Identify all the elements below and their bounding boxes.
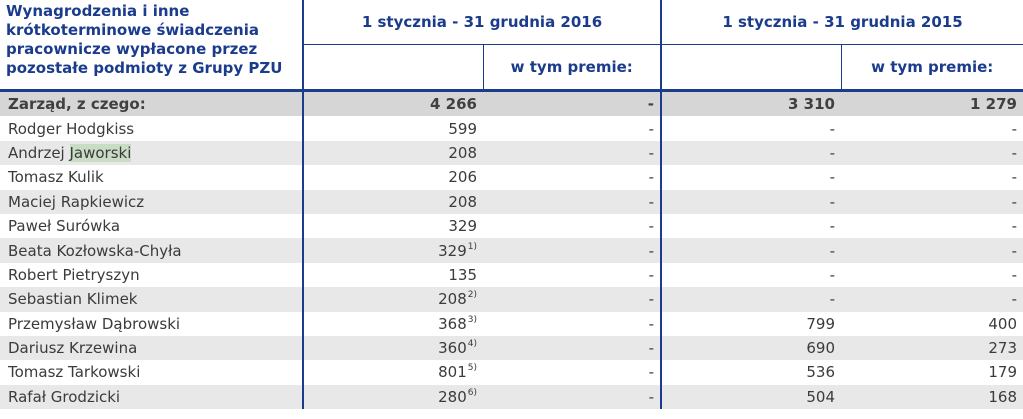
period-2015-header: 1 stycznia - 31 grudnia 2015	[661, 0, 1023, 45]
row-name: Zarząd, z czego:	[0, 90, 304, 117]
footnote-marker: 1)	[467, 241, 477, 252]
bonus-2016: -	[483, 140, 662, 166]
value-2016: 4 266	[303, 90, 483, 117]
row-name: Przemysław Dąbrowski	[0, 311, 304, 336]
row-name: Rafał Grodzicki	[0, 384, 304, 410]
row-name: Paweł Surówka	[0, 213, 304, 239]
bonus-2016: -	[483, 189, 662, 214]
row-name: Tomasz Tarkowski	[0, 360, 304, 385]
table-row: Sebastian Klimek 2082) - - -	[0, 287, 1023, 312]
footnote-marker: 4)	[467, 339, 477, 350]
period-2016-header: 1 stycznia - 31 grudnia 2016	[303, 0, 662, 45]
bonus-2015: 179	[988, 363, 1017, 382]
value-2016: 599	[448, 119, 477, 138]
bonus-2015: -	[841, 140, 1023, 166]
remuneration-table: Wynagrodzenia i inne krótkoterminowe świ…	[0, 0, 1023, 410]
footnote-marker: 2)	[467, 290, 477, 301]
table-row: Paweł Surówka 329 - - -	[0, 213, 1023, 239]
bonus-2015-header: w tym premie:	[841, 44, 1023, 92]
header-row-subcolumns: w tym premie: w tym premie:	[0, 44, 1023, 92]
table-caption: Wynagrodzenia i inne krótkoterminowe świ…	[0, 0, 304, 92]
value-2015: -	[829, 217, 835, 236]
value-2016: 3291)	[303, 238, 483, 263]
bonus-2015: -	[1011, 119, 1017, 138]
row-name: Beata Kozłowska-Chyła	[0, 238, 304, 263]
row-name: Dariusz Krzewina	[0, 335, 304, 361]
value-2015: 504	[661, 384, 841, 410]
value-2016: 208	[303, 140, 483, 166]
table-row: Beata Kozłowska-Chyła 3291) - - -	[0, 238, 1023, 263]
table-row: Tomasz Tarkowski 8015) - 536 179	[0, 360, 1023, 385]
value-2015: -	[829, 119, 835, 138]
value-2016: 206	[448, 168, 477, 187]
value-2015: -	[829, 265, 835, 284]
row-name: Tomasz Kulik	[0, 165, 304, 190]
value-2015: 3 310	[661, 90, 841, 117]
value-2015: -	[829, 168, 835, 187]
value-2016: 329	[448, 217, 477, 236]
bonus-2016: -	[483, 213, 662, 239]
table-row: Rodger Hodgkiss 599 - - -	[0, 116, 1023, 141]
value-2016: 2806)	[303, 384, 483, 410]
footnote-marker: 3)	[467, 314, 477, 325]
bonus-2015: -	[841, 287, 1023, 312]
footnote-marker: 6)	[467, 387, 477, 398]
row-name: Rodger Hodgkiss	[0, 116, 304, 141]
bonus-2016: -	[483, 116, 662, 141]
value-2015: -	[661, 287, 841, 312]
bonus-2015: 1 279	[841, 90, 1023, 117]
value-2015: -	[661, 140, 841, 166]
highlighted-text: Jaworski	[69, 143, 132, 162]
value-2015: 690	[661, 335, 841, 361]
bonus-2015: -	[1011, 217, 1017, 236]
total-2016-header	[303, 44, 484, 92]
value-2015: -	[661, 238, 841, 263]
table-row: Robert Pietryszyn 135 - - -	[0, 262, 1023, 288]
bonus-2015: -	[841, 238, 1023, 263]
value-2016: 3604)	[303, 335, 483, 361]
bonus-2015: -	[1011, 168, 1017, 187]
bonus-2015: 400	[988, 314, 1017, 333]
value-2015: 536	[806, 363, 835, 382]
bonus-2015: 273	[841, 335, 1023, 361]
table-row-total: Zarząd, z czego: 4 266 - 3 310 1 279	[0, 90, 1023, 117]
table-row: Maciej Rapkiewicz 208 - - -	[0, 189, 1023, 214]
value-2016: 135	[448, 265, 477, 284]
bonus-2016: -	[483, 287, 662, 312]
total-2015-header	[661, 44, 842, 92]
bonus-2015: 168	[841, 384, 1023, 410]
value-2016: 2082)	[303, 287, 483, 312]
value-2015: -	[661, 189, 841, 214]
bonus-2016: -	[483, 262, 662, 288]
header-row-periods: Wynagrodzenia i inne krótkoterminowe świ…	[0, 0, 1023, 92]
bonus-2016: -	[483, 165, 662, 190]
bonus-2015: -	[1011, 265, 1017, 284]
value-2016: 8015)	[438, 363, 477, 382]
value-2016: 3683)	[438, 314, 477, 333]
value-2015: 799	[806, 314, 835, 333]
value-2016: 208	[303, 189, 483, 214]
table-row: Tomasz Kulik 206 - - -	[0, 165, 1023, 190]
row-name: Sebastian Klimek	[0, 287, 304, 312]
row-name: Andrzej Jaworski	[0, 140, 304, 166]
footnote-marker: 5)	[467, 363, 477, 374]
bonus-2016: -	[483, 335, 662, 361]
bonus-2016: -	[483, 311, 662, 336]
bonus-2016: -	[483, 360, 662, 385]
row-name: Robert Pietryszyn	[0, 262, 304, 288]
row-name: Maciej Rapkiewicz	[0, 189, 304, 214]
table-row: Przemysław Dąbrowski 3683) - 799 400	[0, 311, 1023, 336]
table-row: Dariusz Krzewina 3604) - 690 273	[0, 335, 1023, 361]
bonus-2016: -	[483, 384, 662, 410]
table-row: Andrzej Jaworski 208 - - -	[0, 140, 1023, 166]
bonus-2016-header: w tym premie:	[483, 44, 662, 92]
bonus-2016: -	[483, 90, 662, 117]
bonus-2015: -	[841, 189, 1023, 214]
table-row: Rafał Grodzicki 2806) - 504 168	[0, 384, 1023, 410]
bonus-2016: -	[483, 238, 662, 263]
